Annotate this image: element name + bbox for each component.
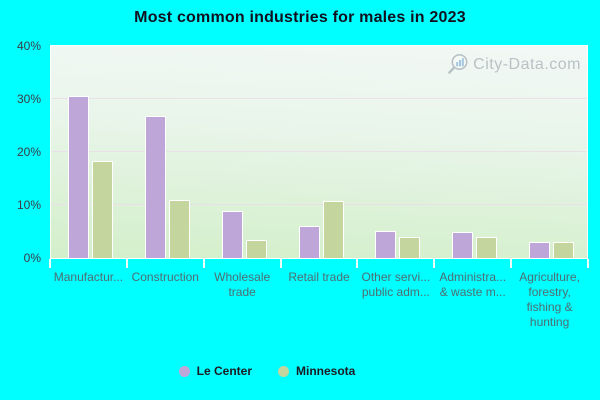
- bar-minnesota: [399, 236, 421, 258]
- legend-dot-icon: [278, 365, 289, 377]
- bar-minnesota: [553, 242, 575, 258]
- x-axis-category-label: Agriculture, forestry, fishing & hunting: [519, 270, 580, 329]
- x-axis-category-label: Wholesale trade: [214, 270, 271, 299]
- x-axis-tick: [433, 259, 436, 268]
- bar-le-center: [68, 95, 89, 258]
- y-axis-tick-label: 10%: [16, 198, 41, 212]
- bar-minnesota: [476, 237, 498, 258]
- bar-minnesota: [168, 199, 190, 258]
- bar-le-center: [221, 211, 243, 258]
- gridline: [51, 151, 587, 152]
- bar-le-center: [529, 241, 551, 258]
- x-axis: [49, 259, 589, 268]
- gridline: [51, 98, 587, 99]
- gridline: [51, 204, 587, 205]
- citydata-watermark: City-Data.com: [446, 53, 581, 76]
- legend-label: Minnesota: [296, 364, 356, 378]
- bar-le-center: [452, 232, 474, 258]
- x-axis-category-label: Construction: [131, 270, 199, 284]
- x-axis-category-label: Retail trade: [288, 270, 350, 284]
- legend-label: Le Center: [196, 364, 252, 378]
- bar-minnesota: [245, 240, 267, 258]
- y-axis-tick-label: 30%: [16, 92, 41, 106]
- bar-minnesota: [92, 160, 113, 258]
- x-axis-tick: [49, 259, 51, 268]
- chart-title: Most common industries for males in 2023: [134, 9, 466, 26]
- legend-dot-icon: [178, 365, 190, 377]
- plot-area: City-Data.com: [50, 45, 588, 259]
- legend-item: Minnesota: [278, 364, 355, 378]
- x-axis-tick: [356, 259, 359, 268]
- x-axis-tick: [125, 259, 128, 268]
- legend-item: Le Center: [178, 364, 252, 378]
- x-axis-tick: [510, 259, 513, 268]
- citydata-logo-icon: [448, 54, 468, 74]
- x-axis-category-label: Other servi... public adm...: [361, 270, 431, 299]
- y-axis-tick-label: 20%: [16, 145, 41, 159]
- watermark-text: City-Data.com: [473, 55, 581, 73]
- legend: Le Center Minnesota: [0, 364, 600, 378]
- bar-le-center: [144, 115, 166, 258]
- y-axis-labels: 0% 10% 20% 30% 40%: [0, 39, 46, 265]
- x-axis-category-label: Administra... & waste m...: [439, 270, 507, 299]
- x-axis-tick: [202, 259, 205, 268]
- x-axis-category-label: Manufactur...: [53, 270, 124, 284]
- bar-le-center: [375, 230, 397, 258]
- y-axis-tick-label: 0%: [23, 251, 41, 265]
- bar-le-center: [298, 226, 320, 258]
- x-axis-tick: [587, 259, 589, 268]
- bar-minnesota: [322, 201, 344, 258]
- x-axis-labels: Manufactur... Construction Wholesale trade…: [50, 270, 588, 330]
- y-axis-tick-label: 40%: [16, 39, 41, 53]
- x-axis-tick: [279, 259, 282, 268]
